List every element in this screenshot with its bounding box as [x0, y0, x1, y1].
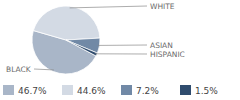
slice-label: ASIAN	[150, 41, 173, 50]
legend-label: 1.5%	[195, 86, 218, 96]
pie-slice	[66, 40, 97, 56]
legend-swatch	[3, 85, 14, 95]
pie-slice	[33, 6, 100, 40]
pie-slice	[66, 38, 100, 53]
legend-label: 46.7%	[18, 86, 47, 96]
legend-label: 7.2%	[136, 86, 159, 96]
legend-label: 44.6%	[77, 86, 106, 96]
legend-swatch	[180, 85, 191, 95]
legend: 46.7% 44.6% 7.2% 1.5%	[3, 85, 218, 96]
slice-label: BLACK	[6, 65, 32, 74]
leader-line	[95, 53, 147, 54]
pie	[32, 6, 100, 74]
chart: BLACK WHITE ASIANHISPANIC 46.7% 44.6% 7.2% 1.5…	[0, 0, 240, 100]
leader-line	[34, 69, 54, 71]
slice-label: HISPANIC	[150, 50, 185, 59]
leader-line	[98, 45, 147, 46]
slice-label: WHITE	[150, 2, 175, 11]
legend-swatch	[62, 85, 73, 95]
legend-swatch	[121, 85, 132, 95]
leader-line	[70, 6, 147, 8]
